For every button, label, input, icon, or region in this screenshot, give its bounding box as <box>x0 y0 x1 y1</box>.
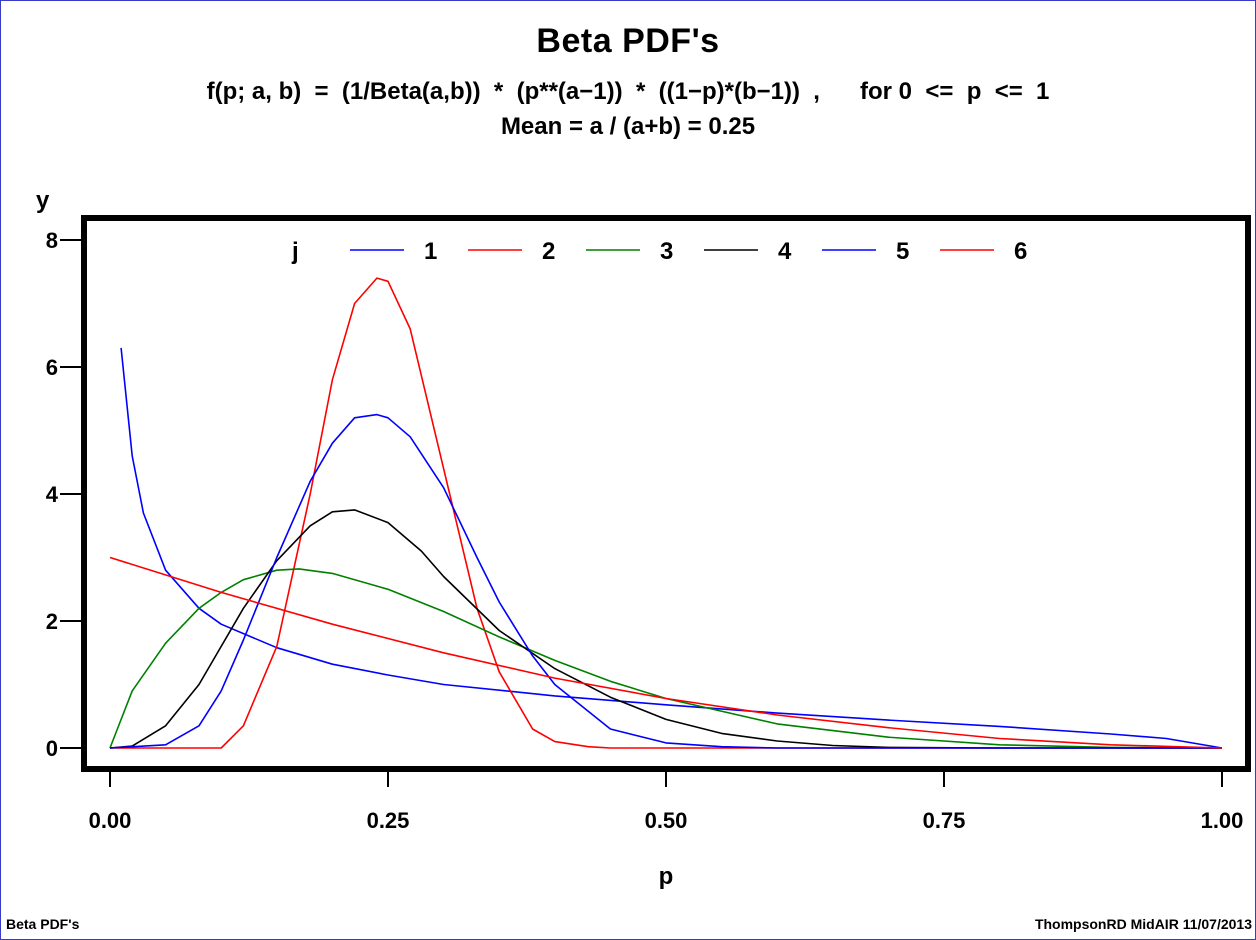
x-tick-label: 0.75 <box>923 808 966 833</box>
y-tick-label: 8 <box>46 228 58 253</box>
series-line-5 <box>109 413 1222 749</box>
series-line-2 <box>110 277 1222 749</box>
axis-ticks: 0 2 4 6 8 0.00 0.25 0.50 0.75 1.00 <box>46 228 1244 833</box>
legend-label-4: 4 <box>778 238 792 265</box>
series-layer <box>109 277 1223 749</box>
legend-title: j <box>291 238 299 265</box>
legend-label-5: 5 <box>896 238 909 265</box>
y-tick-label: 6 <box>46 355 58 380</box>
chart-formula: f(p; a, b) = (1/Beta(a,b)) * (p**(a−1)) … <box>206 78 1050 105</box>
legend-label-6: 6 <box>1014 238 1027 265</box>
footer-left: Beta PDF's <box>6 916 80 932</box>
legend-label-1: 1 <box>424 238 437 265</box>
x-tick-label: 0.25 <box>367 808 410 833</box>
x-tick-label: 0.50 <box>645 808 688 833</box>
series-line-1 <box>120 347 1223 749</box>
series-line-6 <box>109 556 1223 749</box>
legend-label-3: 3 <box>660 238 673 265</box>
x-axis-label: p <box>659 863 674 890</box>
y-tick-label: 0 <box>46 736 58 761</box>
footer-right: ThompsonRD MidAIR 11/07/2013 <box>1034 916 1252 932</box>
series-line-4 <box>109 509 1222 749</box>
x-tick-label: 1.00 <box>1201 808 1244 833</box>
chart-title: Beta PDF's <box>536 22 720 60</box>
y-tick-label: 2 <box>46 609 58 634</box>
plot-frame <box>81 215 1251 772</box>
y-axis-label: y <box>36 187 50 214</box>
x-tick-label: 0.00 <box>89 808 132 833</box>
legend: j 1 2 3 4 5 6 <box>291 238 1027 265</box>
legend-label-2: 2 <box>542 238 555 265</box>
chart-mean: Mean = a / (a+b) = 0.25 <box>500 113 756 140</box>
y-tick-label: 4 <box>46 482 59 507</box>
series-line-3 <box>109 568 1223 749</box>
